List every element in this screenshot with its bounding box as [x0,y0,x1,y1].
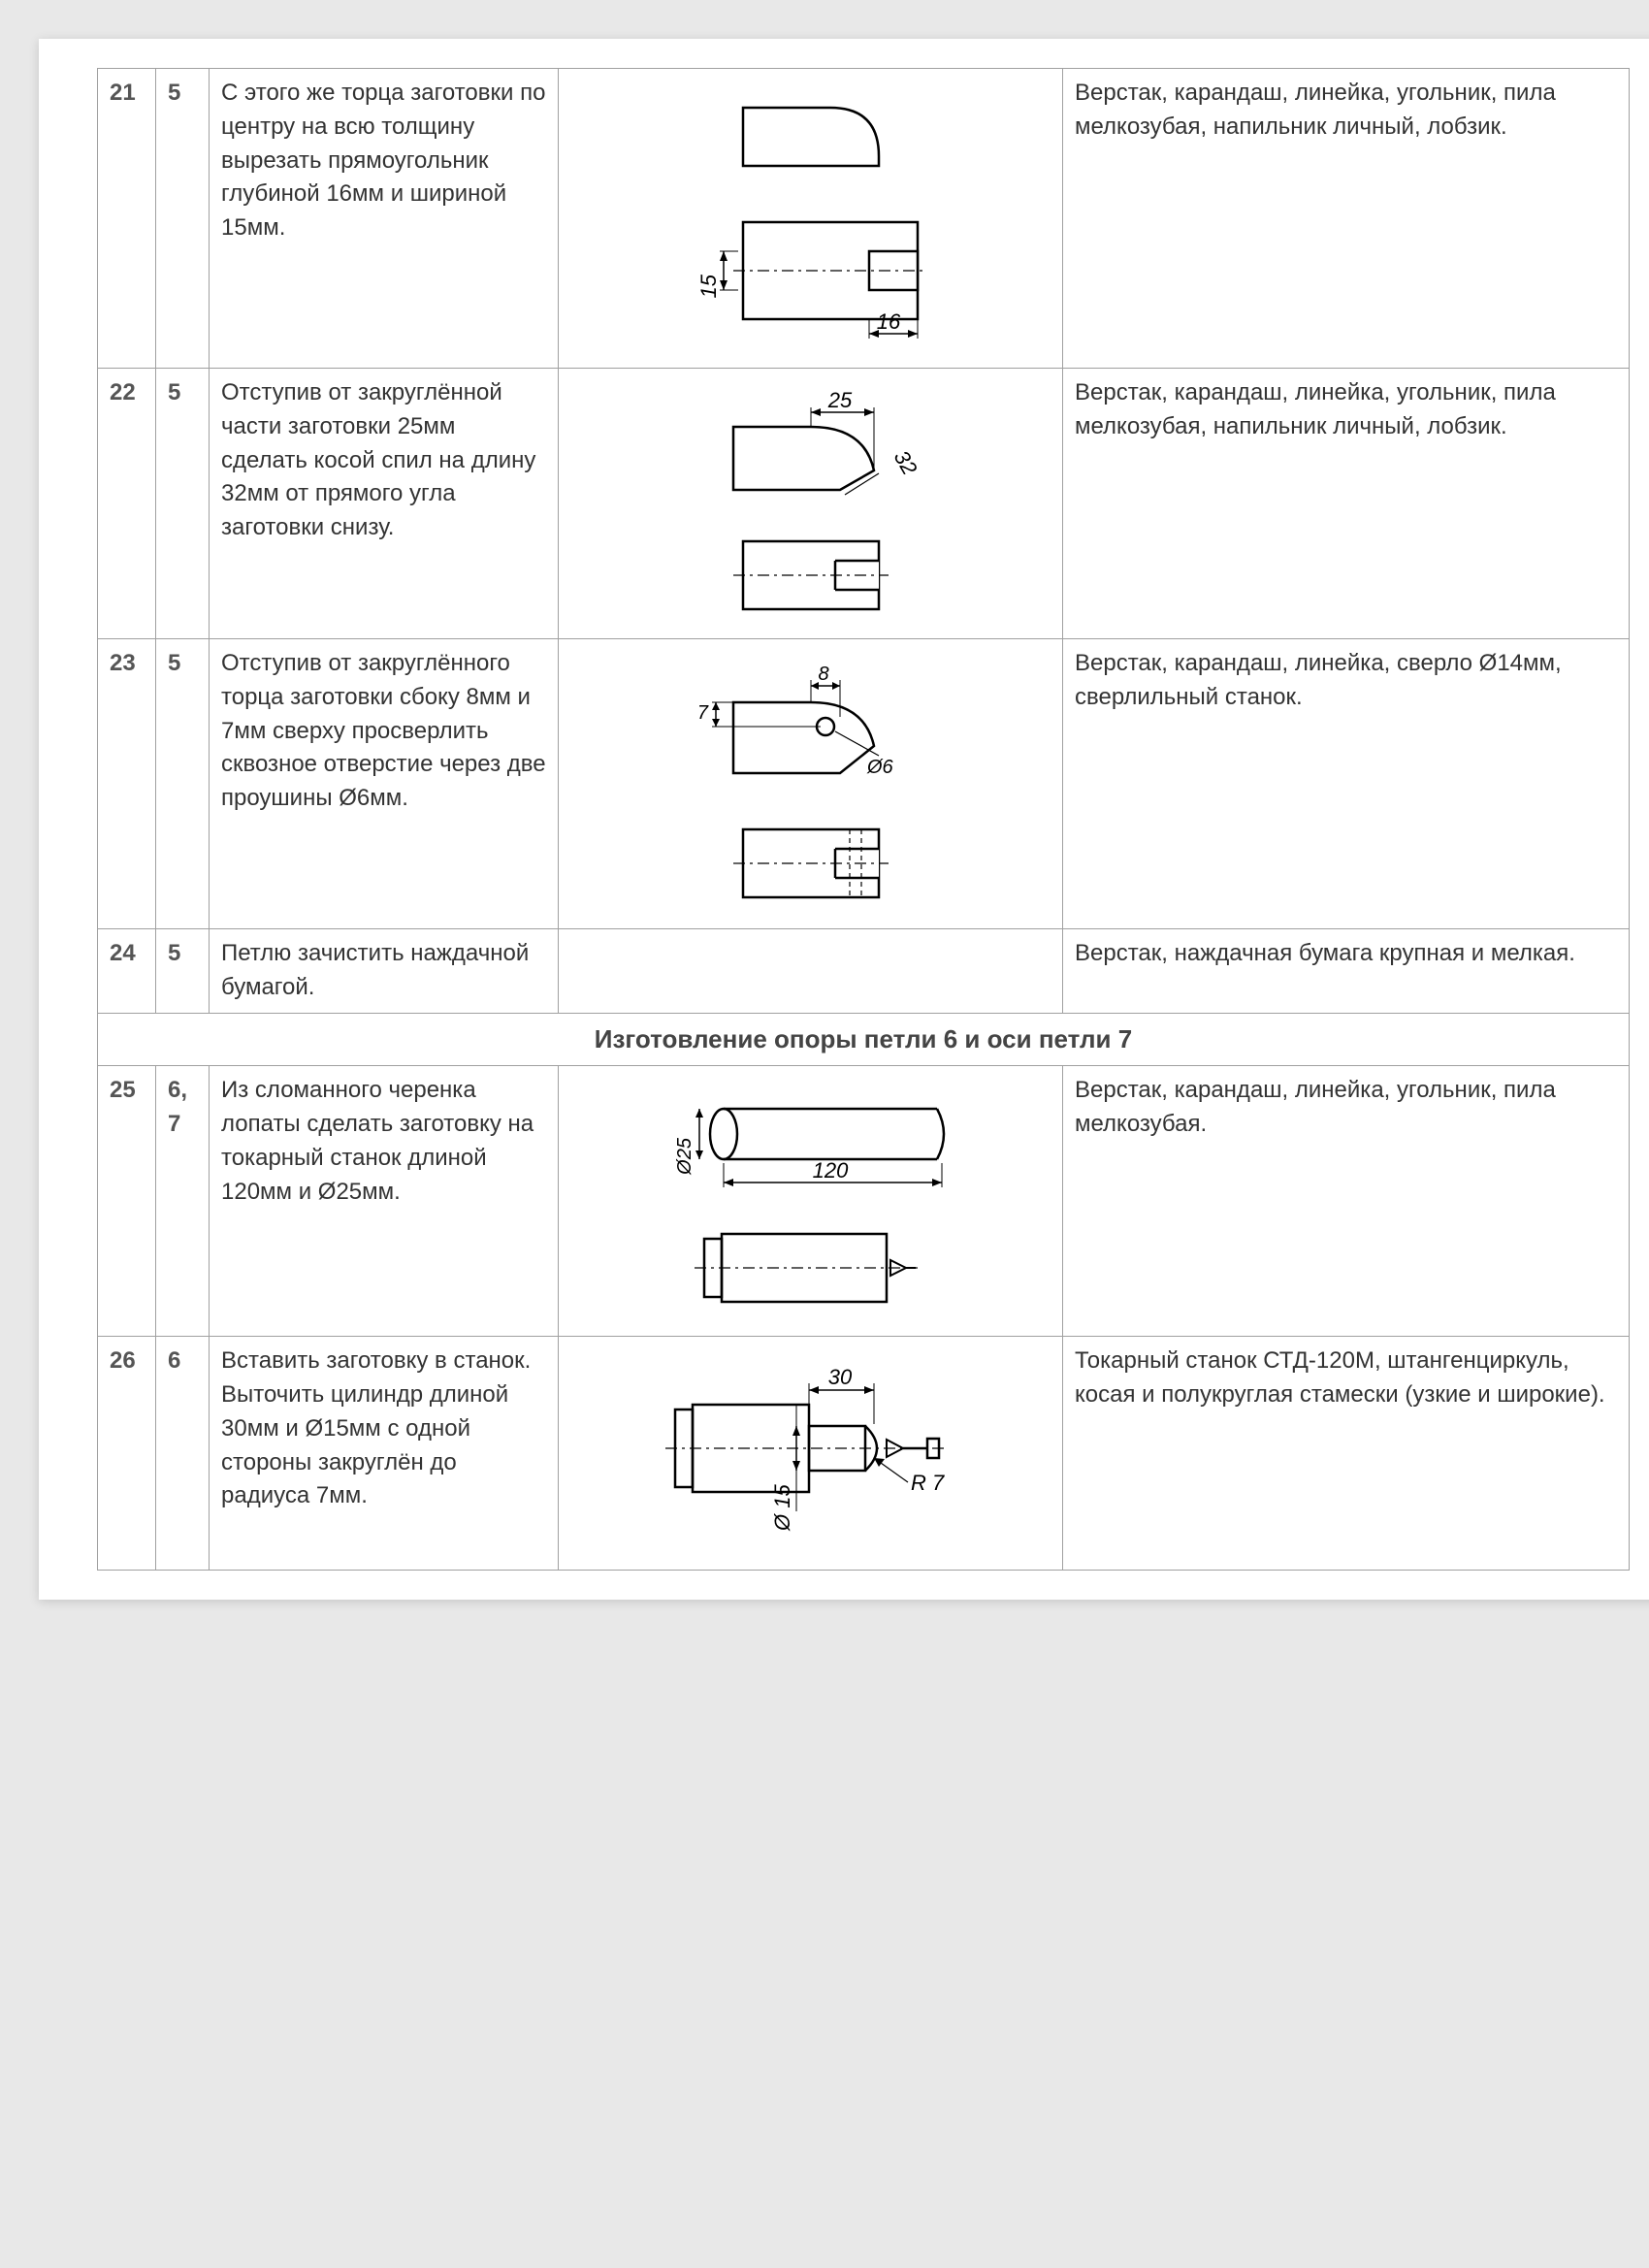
drawing-cell [559,929,1063,1014]
process-table: 21 5 С этого же торца заготовки по центр… [97,68,1630,1571]
part-number: 5 [156,69,210,369]
operation-desc: Вставить заготовку в станок. Выточить ци… [210,1337,559,1571]
drawing-cell: 15 16 [559,69,1063,369]
operation-desc: С этого же торца заготовки по центру на … [210,69,559,369]
drawing-cell: Ø25 120 [559,1066,1063,1337]
operation-desc: Из сломанного черенка лопаты сделать заг… [210,1066,559,1337]
table-row: 25 6, 7 Из сломанного черенка лопаты сде… [98,1066,1630,1337]
part-number: 5 [156,929,210,1014]
table-row: 26 6 Вставить заготовку в станок. Выточи… [98,1337,1630,1571]
part-number: 5 [156,369,210,639]
section-header: Изготовление опоры петли 6 и оси петли 7 [98,1013,1630,1066]
drawing-cell: 8 7 Ø6 [559,639,1063,929]
tools-desc: Верстак, карандаш, линейка, угольник, пи… [1063,1066,1630,1337]
operation-desc: Петлю зачистить наждачной бумагой. [210,929,559,1014]
row-number: 21 [98,69,156,369]
svg-text:25: 25 [826,388,852,412]
tools-desc: Верстак, карандаш, линейка, сверло Ø14мм… [1063,639,1630,929]
part-number: 6, 7 [156,1066,210,1337]
table-row: 22 5 Отступив от закруглённой части заго… [98,369,1630,639]
svg-text:120: 120 [812,1158,848,1183]
part-number: 5 [156,639,210,929]
svg-text:32: 32 [889,446,922,479]
svg-text:R 7: R 7 [911,1471,945,1495]
tools-desc: Верстак, карандаш, линейка, угольник, пи… [1063,69,1630,369]
tools-desc: Токарный станок СТД-120М, штангенциркуль… [1063,1337,1630,1571]
drawing-cell: 25 32 [559,369,1063,639]
table-row: 24 5 Петлю зачистить наждачной бумагой. … [98,929,1630,1014]
row-number: 25 [98,1066,156,1337]
svg-text:15: 15 [696,274,721,298]
row-number: 23 [98,639,156,929]
row-number: 22 [98,369,156,639]
section-header-row: Изготовление опоры петли 6 и оси петли 7 [98,1013,1630,1066]
row-number: 24 [98,929,156,1014]
drawing-top-icon: 25 32 [685,388,937,504]
drawing-top-icon: 8 7 Ø6 [675,659,947,794]
svg-text:16: 16 [876,309,900,334]
drawing-top-icon: Ø25 120 [646,1085,976,1202]
svg-text:Ø25: Ø25 [674,1137,695,1176]
svg-text:Ø6: Ø6 [866,757,894,778]
table-row: 23 5 Отступив от закруглённого торца заг… [98,639,1630,929]
drawing-top-icon [714,88,908,176]
row-number: 26 [98,1337,156,1571]
svg-text:Ø 15: Ø 15 [770,1484,794,1532]
drawing-bottom-icon [714,522,908,619]
svg-text:8: 8 [818,664,828,685]
page: 21 5 С этого же торца заготовки по центр… [39,39,1649,1600]
drawing-bottom-icon [714,812,908,909]
drawing-bottom-icon [665,1219,956,1316]
svg-text:7: 7 [696,702,708,724]
tools-desc: Верстак, карандаш, линейка, угольник, пи… [1063,369,1630,639]
operation-desc: Отступив от закруглённого торца заготовк… [210,639,559,929]
part-number: 6 [156,1337,210,1571]
table-row: 21 5 С этого же торца заготовки по центр… [98,69,1630,369]
single-drawing-icon: 30 Ø 15 R 7 [636,1356,986,1550]
operation-desc: Отступив от закруглённой части заготовки… [210,369,559,639]
svg-text:30: 30 [827,1365,852,1389]
tools-desc: Верстак, наждачная бумага крупная и мелк… [1063,929,1630,1014]
drawing-bottom-icon: 15 16 [685,193,937,348]
drawing-cell: 30 Ø 15 R 7 [559,1337,1063,1571]
